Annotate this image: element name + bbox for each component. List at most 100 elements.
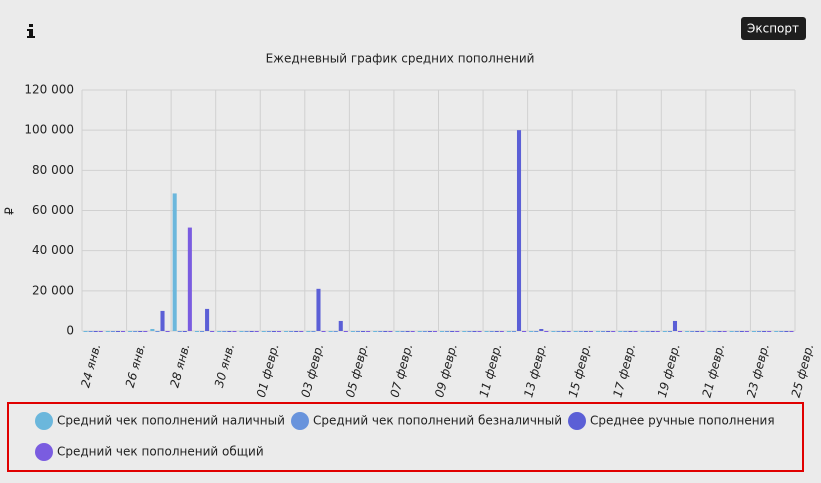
- bar: [717, 331, 722, 332]
- legend-marker[interactable]: [35, 412, 53, 430]
- bar: [405, 331, 410, 332]
- bar: [472, 331, 477, 332]
- bar: [187, 227, 192, 331]
- bar: [623, 331, 628, 332]
- bar: [784, 331, 789, 332]
- bar: [222, 331, 227, 332]
- bar: [757, 331, 762, 332]
- bar: [321, 331, 326, 332]
- bar: [294, 331, 299, 332]
- x-tick-label: 21 февр.: [699, 342, 727, 399]
- x-tick-label: 26 янв.: [123, 342, 148, 389]
- y-tick-label: 80 000: [32, 163, 74, 177]
- bar: [695, 331, 700, 332]
- bar: [105, 331, 110, 332]
- x-tick-label: 25 февр.: [789, 342, 817, 399]
- bar: [561, 331, 566, 332]
- bar: [762, 331, 767, 332]
- bar: [767, 331, 772, 332]
- x-tick-label: 30 янв.: [212, 342, 237, 389]
- bar: [440, 331, 445, 332]
- x-tick-label: 07 февр.: [388, 342, 416, 399]
- bar: [445, 331, 450, 332]
- bar: [744, 331, 749, 332]
- y-tick-label: 40 000: [32, 243, 74, 257]
- bar: [388, 331, 393, 332]
- bar: [194, 331, 199, 332]
- bar: [143, 331, 148, 332]
- bar: [316, 288, 321, 331]
- bar: [177, 331, 182, 332]
- bar: [655, 331, 660, 332]
- bar: [529, 331, 534, 332]
- chart-title: Ежедневный график средних пополнений: [266, 52, 535, 66]
- y-tick-label: 20 000: [32, 283, 74, 297]
- bar: [739, 331, 744, 332]
- bar: [299, 331, 304, 332]
- bar: [595, 331, 601, 332]
- bar: [338, 320, 343, 331]
- legend-label[interactable]: Среднее ручные пополнения: [590, 414, 775, 428]
- bar: [232, 331, 237, 332]
- export-button[interactable]: [741, 17, 806, 40]
- legend-label[interactable]: Средний чек пополнений безналичный: [313, 414, 562, 428]
- bar: [128, 331, 133, 332]
- bar: [678, 331, 683, 332]
- bar: [734, 331, 739, 332]
- bar: [366, 331, 371, 332]
- x-tick-label: 23 февр.: [744, 342, 772, 399]
- bar: [494, 331, 499, 332]
- bar: [138, 331, 143, 332]
- bar: [611, 331, 616, 332]
- bar: [373, 331, 378, 332]
- x-tick-label: 03 февр.: [298, 342, 326, 399]
- bar: [410, 331, 415, 332]
- bar: [217, 331, 222, 332]
- legend-marker[interactable]: [291, 412, 309, 430]
- bar: [284, 331, 289, 332]
- y-tick-label: 120 000: [24, 83, 74, 97]
- bar: [544, 331, 549, 332]
- bar: [249, 331, 254, 332]
- bar: [467, 331, 472, 332]
- legend-label[interactable]: Средний чек пополнений общий: [57, 445, 264, 459]
- bar: [573, 331, 578, 332]
- bar: [534, 331, 539, 332]
- bar: [150, 328, 155, 331]
- bar: [606, 331, 611, 332]
- bar: [685, 331, 690, 332]
- bar: [83, 331, 88, 332]
- legend-frame: [7, 402, 804, 472]
- bar: [350, 331, 355, 332]
- bar: [712, 331, 717, 332]
- legend-label[interactable]: Средний чек пополнений наличный: [57, 414, 285, 428]
- bar: [489, 331, 494, 332]
- bar: [210, 331, 215, 332]
- bar: [700, 331, 705, 332]
- bar: [667, 331, 672, 332]
- x-tick-label: 13 февр.: [521, 342, 549, 399]
- x-tick-label: 28 янв.: [167, 342, 192, 389]
- x-tick-label: 09 февр.: [432, 342, 460, 399]
- bar: [511, 331, 516, 332]
- bar: [556, 331, 561, 332]
- bar: [311, 331, 316, 332]
- bar: [522, 331, 527, 332]
- export-label[interactable]: Экспорт: [747, 22, 799, 36]
- x-tick-label: 05 февр.: [343, 342, 371, 399]
- bar: [672, 320, 678, 331]
- bar: [516, 130, 522, 331]
- bar: [120, 331, 126, 332]
- x-tick-label: 17 февр.: [610, 342, 638, 399]
- bar: [779, 331, 784, 332]
- info-icon[interactable]: [27, 24, 35, 38]
- y-axis-label: ₽: [3, 207, 17, 215]
- legend-marker[interactable]: [568, 412, 586, 430]
- bar: [417, 331, 422, 332]
- bar: [289, 331, 294, 332]
- x-tick-label: 01 февр.: [254, 342, 282, 399]
- bar: [645, 331, 650, 332]
- bar: [722, 331, 727, 332]
- legend-marker[interactable]: [35, 443, 53, 461]
